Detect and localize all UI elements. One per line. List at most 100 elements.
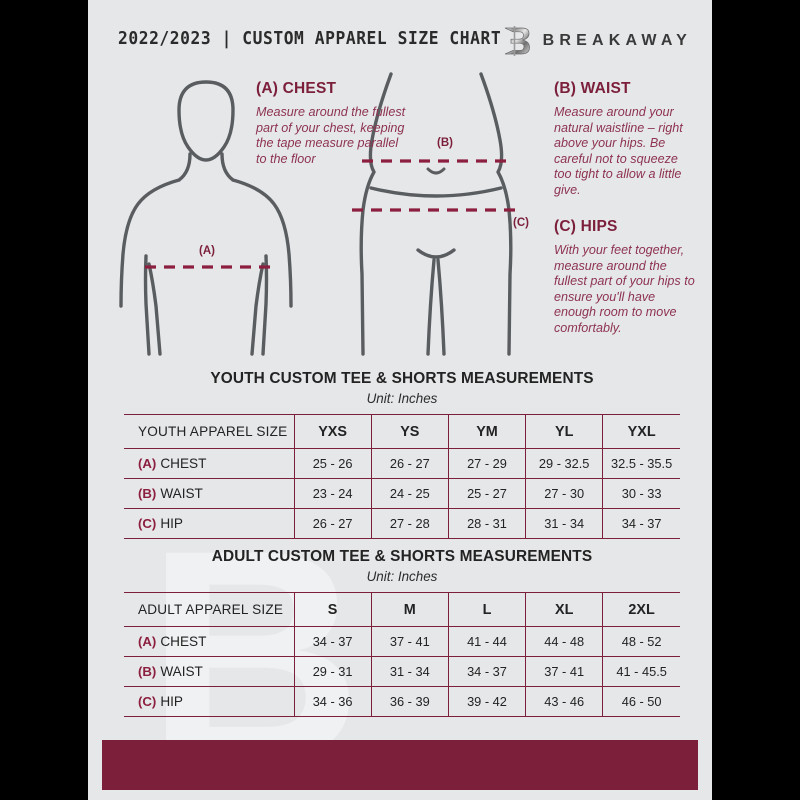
brand-name: BREAKAWAY xyxy=(542,32,692,49)
table-row: (B) WAIST 29 - 31 31 - 34 34 - 37 37 - 41… xyxy=(124,656,680,687)
youth-cell-1-4: 30 - 33 xyxy=(602,478,680,509)
youth-row-label-0: (A) CHEST xyxy=(124,448,295,479)
youth-section-title: YOUTH CUSTOM TEE & SHORTS MEASUREMENTS xyxy=(210,370,594,387)
adult-cell-2-4: 46 - 50 xyxy=(602,686,680,717)
adult-header-size-0: S xyxy=(294,592,372,627)
adult-header-size-2: L xyxy=(448,592,527,627)
brand-lockup: BREAKAWAY xyxy=(502,24,692,58)
adult-cell-0-0: 34 - 37 xyxy=(294,626,372,657)
adult-header-label: ADULT APPAREL SIZE xyxy=(124,592,295,627)
youth-header-label: YOUTH APPAREL SIZE xyxy=(124,414,295,449)
measurement-illustration-area: (A) xyxy=(88,62,712,362)
adult-cell-1-1: 31 - 34 xyxy=(371,656,449,687)
adult-cell-0-4: 48 - 52 xyxy=(602,626,680,657)
adult-header-size-4: 2XL xyxy=(602,592,680,627)
youth-table-header-row: YOUTH APPAREL SIZE YXS YS YM YL YXL xyxy=(124,414,680,449)
adult-cell-1-4: 41 - 45.5 xyxy=(602,656,680,687)
adult-row-label-1: (B) WAIST xyxy=(124,656,295,687)
waist-measure-dashed-line xyxy=(362,159,513,163)
youth-section-heading: YOUTH CUSTOM TEE & SHORTS MEASUREMENTS U… xyxy=(124,370,680,406)
youth-cell-0-4: 32.5 - 35.5 xyxy=(602,448,680,479)
waist-description-body: Measure around your natural waistline – … xyxy=(554,105,683,197)
adult-section-heading: ADULT CUSTOM TEE & SHORTS MEASUREMENTS U… xyxy=(124,548,680,584)
youth-cell-2-3: 31 - 34 xyxy=(525,508,604,539)
size-chart-page: B 2022/2023 | CUSTOM APPAREL SIZE CHART xyxy=(88,0,712,800)
male-lower-body-outline-icon xyxy=(359,72,513,356)
hips-description-title: (C) HIPS xyxy=(554,218,618,235)
youth-header-size-1: YS xyxy=(371,414,449,449)
table-row: (A) CHEST 25 - 26 26 - 27 27 - 29 29 - 32… xyxy=(124,448,680,479)
adult-row-name-2: HIP xyxy=(160,694,183,709)
table-row: (B) WAIST 23 - 24 24 - 25 25 - 27 27 - 30… xyxy=(124,478,680,509)
youth-header-size-2: YM xyxy=(448,414,527,449)
youth-cell-0-3: 29 - 32.5 xyxy=(525,448,604,479)
youth-header-size-4: YXL xyxy=(602,414,680,449)
youth-unit-label: Unit: Inches xyxy=(366,391,438,406)
youth-cell-0-1: 26 - 27 xyxy=(371,448,449,479)
youth-row-marker-0: (A) xyxy=(138,456,157,471)
adult-cell-0-1: 37 - 41 xyxy=(371,626,449,657)
table-row: (C) HIP 34 - 36 36 - 39 39 - 42 43 - 46 4… xyxy=(124,686,680,717)
youth-size-table: YOUTH APPAREL SIZE YXS YS YM YL YXL (A) C… xyxy=(124,414,680,539)
youth-header-size-3: YL xyxy=(525,414,604,449)
adult-cell-2-2: 39 - 42 xyxy=(448,686,527,717)
adult-row-marker-0: (A) xyxy=(138,634,157,649)
youth-cell-2-4: 34 - 37 xyxy=(602,508,680,539)
adult-cell-1-2: 34 - 37 xyxy=(448,656,527,687)
chest-description-body: Measure around the fullest part of your … xyxy=(256,105,406,166)
waist-description-block: (B) WAIST Measure around your natural wa… xyxy=(554,80,694,199)
hips-marker-label: (C) xyxy=(513,217,529,229)
youth-cell-2-0: 26 - 27 xyxy=(294,508,372,539)
hips-measure-dashed-line xyxy=(352,208,522,212)
chest-marker-label: (A) xyxy=(199,245,215,257)
youth-size-table-wrap: YOUTH APPAREL SIZE YXS YS YM YL YXL (A) C… xyxy=(124,414,680,539)
youth-header-size-0: YXS xyxy=(294,414,372,449)
adult-cell-2-0: 34 - 36 xyxy=(294,686,372,717)
adult-row-marker-2: (C) xyxy=(138,694,157,709)
waist-description-title: (B) WAIST xyxy=(554,80,631,97)
chest-measure-dashed-line xyxy=(145,265,271,269)
adult-row-marker-1: (B) xyxy=(138,664,157,679)
adult-section-title: ADULT CUSTOM TEE & SHORTS MEASUREMENTS xyxy=(211,548,593,565)
hips-description-block: (C) HIPS With your feet together, measur… xyxy=(554,218,697,337)
youth-cell-0-0: 25 - 26 xyxy=(294,448,372,479)
table-row: (A) CHEST 34 - 37 37 - 41 41 - 44 44 - 48… xyxy=(124,626,680,657)
adult-header-size-1: M xyxy=(371,592,449,627)
adult-row-label-0: (A) CHEST xyxy=(124,626,295,657)
adult-table-header-row: ADULT APPAREL SIZE S M L XL 2XL xyxy=(124,592,680,627)
youth-row-marker-2: (C) xyxy=(138,516,157,531)
adult-size-table: ADULT APPAREL SIZE S M L XL 2XL (A) CHEST… xyxy=(124,592,680,717)
youth-cell-2-1: 27 - 28 xyxy=(371,508,449,539)
adult-size-table-wrap: ADULT APPAREL SIZE S M L XL 2XL (A) CHEST… xyxy=(124,592,680,717)
adult-cell-1-0: 29 - 31 xyxy=(294,656,372,687)
youth-row-name-0: CHEST xyxy=(160,456,207,471)
youth-row-label-1: (B) WAIST xyxy=(124,478,295,509)
youth-cell-0-2: 27 - 29 xyxy=(448,448,527,479)
breakaway-b-monogram-icon xyxy=(502,24,532,58)
chest-description-title: (A) CHEST xyxy=(256,80,337,97)
adult-cell-1-3: 37 - 41 xyxy=(525,656,604,687)
adult-cell-2-1: 36 - 39 xyxy=(371,686,449,717)
youth-cell-2-2: 28 - 31 xyxy=(448,508,527,539)
youth-cell-1-1: 24 - 25 xyxy=(371,478,449,509)
adult-row-name-0: CHEST xyxy=(160,634,207,649)
adult-row-name-1: WAIST xyxy=(160,664,203,679)
adult-cell-0-2: 41 - 44 xyxy=(448,626,527,657)
youth-row-name-1: WAIST xyxy=(160,486,203,501)
adult-cell-2-3: 43 - 46 xyxy=(525,686,604,717)
table-row: (C) HIP 26 - 27 27 - 28 28 - 31 31 - 34 3… xyxy=(124,508,680,539)
adult-cell-0-3: 44 - 48 xyxy=(525,626,604,657)
youth-cell-1-3: 27 - 30 xyxy=(525,478,604,509)
page-title: 2022/2023 | CUSTOM APPAREL SIZE CHART xyxy=(118,29,502,49)
adult-unit-label: Unit: Inches xyxy=(366,569,438,584)
youth-cell-1-0: 23 - 24 xyxy=(294,478,372,509)
adult-row-label-2: (C) HIP xyxy=(124,686,295,717)
adult-header-size-3: XL xyxy=(525,592,604,627)
footer-accent-bar xyxy=(102,740,698,790)
waist-marker-label: (B) xyxy=(437,137,453,149)
page-header: 2022/2023 | CUSTOM APPAREL SIZE CHART xyxy=(88,24,712,61)
youth-row-name-2: HIP xyxy=(160,516,183,531)
youth-row-label-2: (C) HIP xyxy=(124,508,295,539)
hips-description-body: With your feet together, measure around … xyxy=(554,243,695,335)
